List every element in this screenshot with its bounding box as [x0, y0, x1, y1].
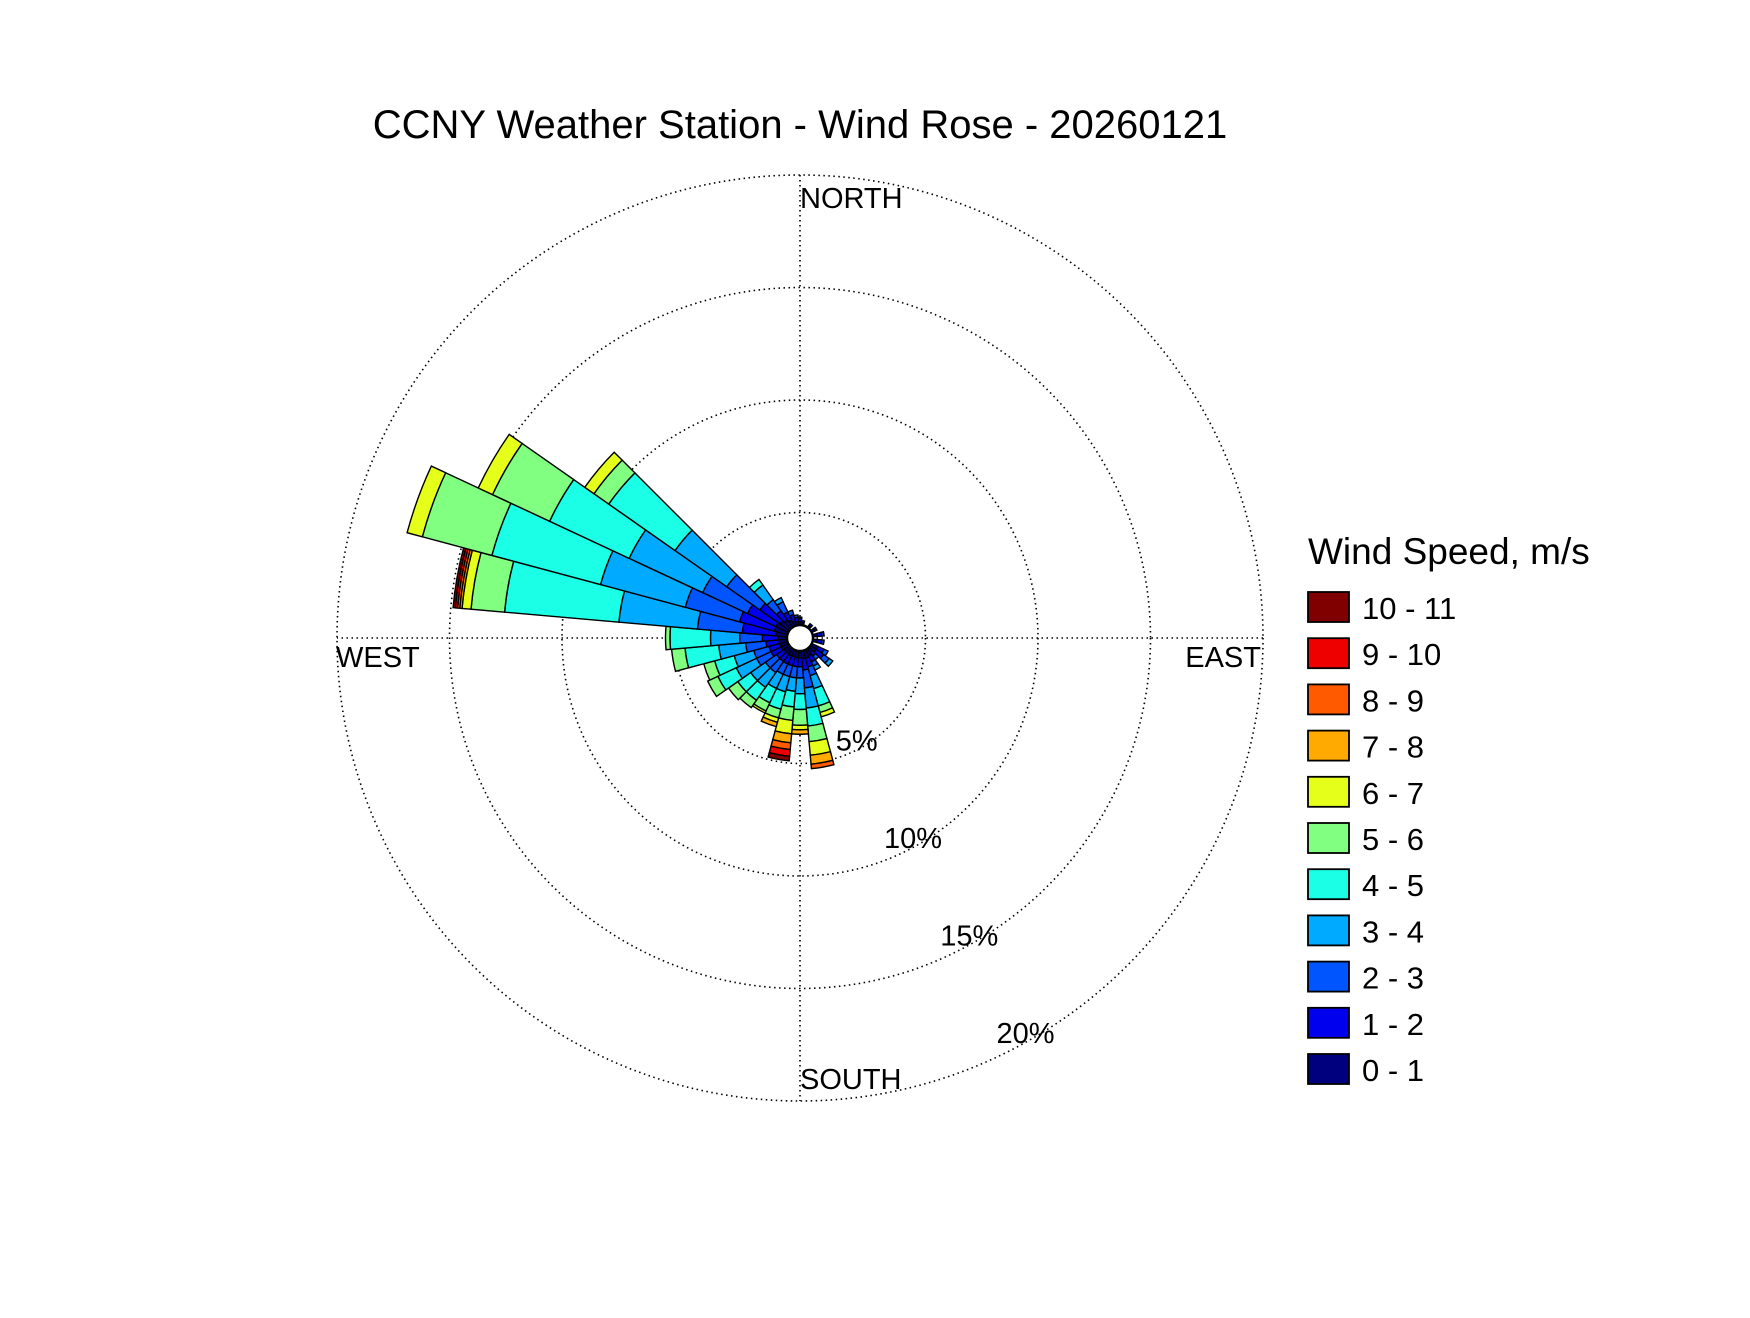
legend-swatch — [1307, 1053, 1350, 1085]
sector-segment-2-3 — [786, 609, 795, 617]
legend-item: 2 - 3 — [1307, 960, 1424, 996]
sector-segment-2-3 — [793, 614, 799, 619]
radial-tick-label-15: 15% — [940, 921, 998, 953]
sector-segment-5-6 — [664, 625, 672, 651]
sector-segment-2-3 — [820, 639, 825, 646]
legend-label: 7 - 8 — [1362, 730, 1424, 765]
sector-100deg — [811, 638, 825, 646]
legend-item: 3 - 4 — [1307, 914, 1424, 949]
legend-label: 3 - 4 — [1362, 914, 1424, 949]
sector-segment-3-4 — [824, 657, 834, 668]
legend-label: 5 - 6 — [1362, 822, 1424, 857]
sector-segment-4-5 — [793, 692, 807, 711]
legend-label: 10 - 11 — [1362, 591, 1456, 626]
legend-swatch — [1307, 914, 1350, 947]
legend-label: 6 - 7 — [1362, 776, 1424, 811]
legend-label: 4 - 5 — [1362, 868, 1424, 903]
legend-item: 5 - 6 — [1307, 822, 1424, 857]
legend-item: 4 - 5 — [1307, 868, 1424, 903]
legend-label: 1 - 2 — [1362, 1007, 1424, 1042]
direction-label-north: NORTH — [800, 183, 903, 215]
legend-swatch — [1307, 683, 1350, 716]
sector-segment-2-3 — [820, 630, 825, 637]
legend-item: 6 - 7 — [1307, 775, 1424, 811]
legend-item: 10 - 11 — [1307, 591, 1456, 626]
sector-segment-1-2 — [807, 622, 814, 629]
sector-segment-3-4 — [773, 596, 785, 607]
legend-item: 7 - 8 — [1307, 729, 1424, 765]
sector-segment-6-7 — [406, 465, 447, 538]
legend-item: 9 - 10 — [1307, 637, 1441, 672]
sector-segment-5-6 — [706, 675, 727, 698]
sector-segment-6-7 — [583, 451, 624, 495]
sector-segment-1-2 — [812, 626, 818, 633]
legend-item: 1 - 2 — [1307, 1006, 1424, 1042]
sector-300deg — [477, 433, 791, 634]
center-hole — [785, 623, 815, 653]
legend-swatch — [1307, 591, 1350, 623]
legend: 10 - 11 9 - 10 8 - 9 7 - 8 6 - 7 5 - 6 4 - 5 3 … — [1307, 591, 1456, 1088]
legend-item: 8 - 9 — [1307, 683, 1424, 718]
legend-swatch — [1307, 729, 1350, 762]
sector-130deg — [808, 644, 834, 668]
sector-segment-6-7 — [477, 433, 524, 496]
chart-title: CCNY Weather Station - Wind Rose - 20260… — [373, 103, 1228, 147]
sector-segment-8-9 — [810, 759, 835, 770]
legend-swatch — [1307, 637, 1350, 670]
legend-title: Wind Speed, m/s — [1308, 531, 1590, 572]
legend-swatch — [1307, 822, 1350, 854]
sector-segment-5-6 — [670, 647, 690, 673]
grid-ring-15 — [448, 286, 1152, 990]
direction-label-west: WEST — [336, 642, 420, 674]
radial-tick-label-5: 5% — [836, 726, 878, 758]
legend-swatch — [1307, 1006, 1350, 1039]
sector-segment-10-11 — [767, 751, 791, 762]
legend-swatch — [1307, 775, 1350, 808]
legend-swatch — [1307, 868, 1350, 901]
legend-swatch — [1307, 960, 1350, 993]
sector-segment-4-5 — [748, 578, 764, 594]
sector-170deg — [800, 649, 835, 770]
direction-label-east: EAST — [1185, 642, 1261, 674]
legend-label: 8 - 9 — [1362, 683, 1424, 718]
radial-tick-label-20: 20% — [996, 1018, 1054, 1050]
sector-segment-1-2 — [800, 619, 806, 625]
sector-310deg — [583, 451, 792, 632]
sector-segment-7-8 — [790, 728, 810, 735]
radial-tick-label-10: 10% — [884, 823, 942, 855]
radial-tick-labels: 5% 10% 15% 20% — [836, 726, 1055, 1050]
sector-200deg — [760, 648, 798, 728]
direction-label-south: SOUTH — [800, 1064, 902, 1096]
sector-240deg — [706, 642, 791, 698]
grid-ring-5 — [673, 511, 927, 765]
sector-segment-5-6 — [791, 708, 809, 726]
wind-sectors — [406, 433, 836, 770]
legend-label: 0 - 1 — [1362, 1053, 1424, 1088]
legend-label: 2 - 3 — [1362, 961, 1424, 996]
legend-label: 9 - 10 — [1362, 637, 1441, 672]
polar-grid — [336, 174, 1264, 1102]
sector-80deg — [811, 630, 825, 638]
legend-item: 0 - 1 — [1307, 1053, 1424, 1088]
sector-segment-7-8 — [760, 716, 779, 728]
